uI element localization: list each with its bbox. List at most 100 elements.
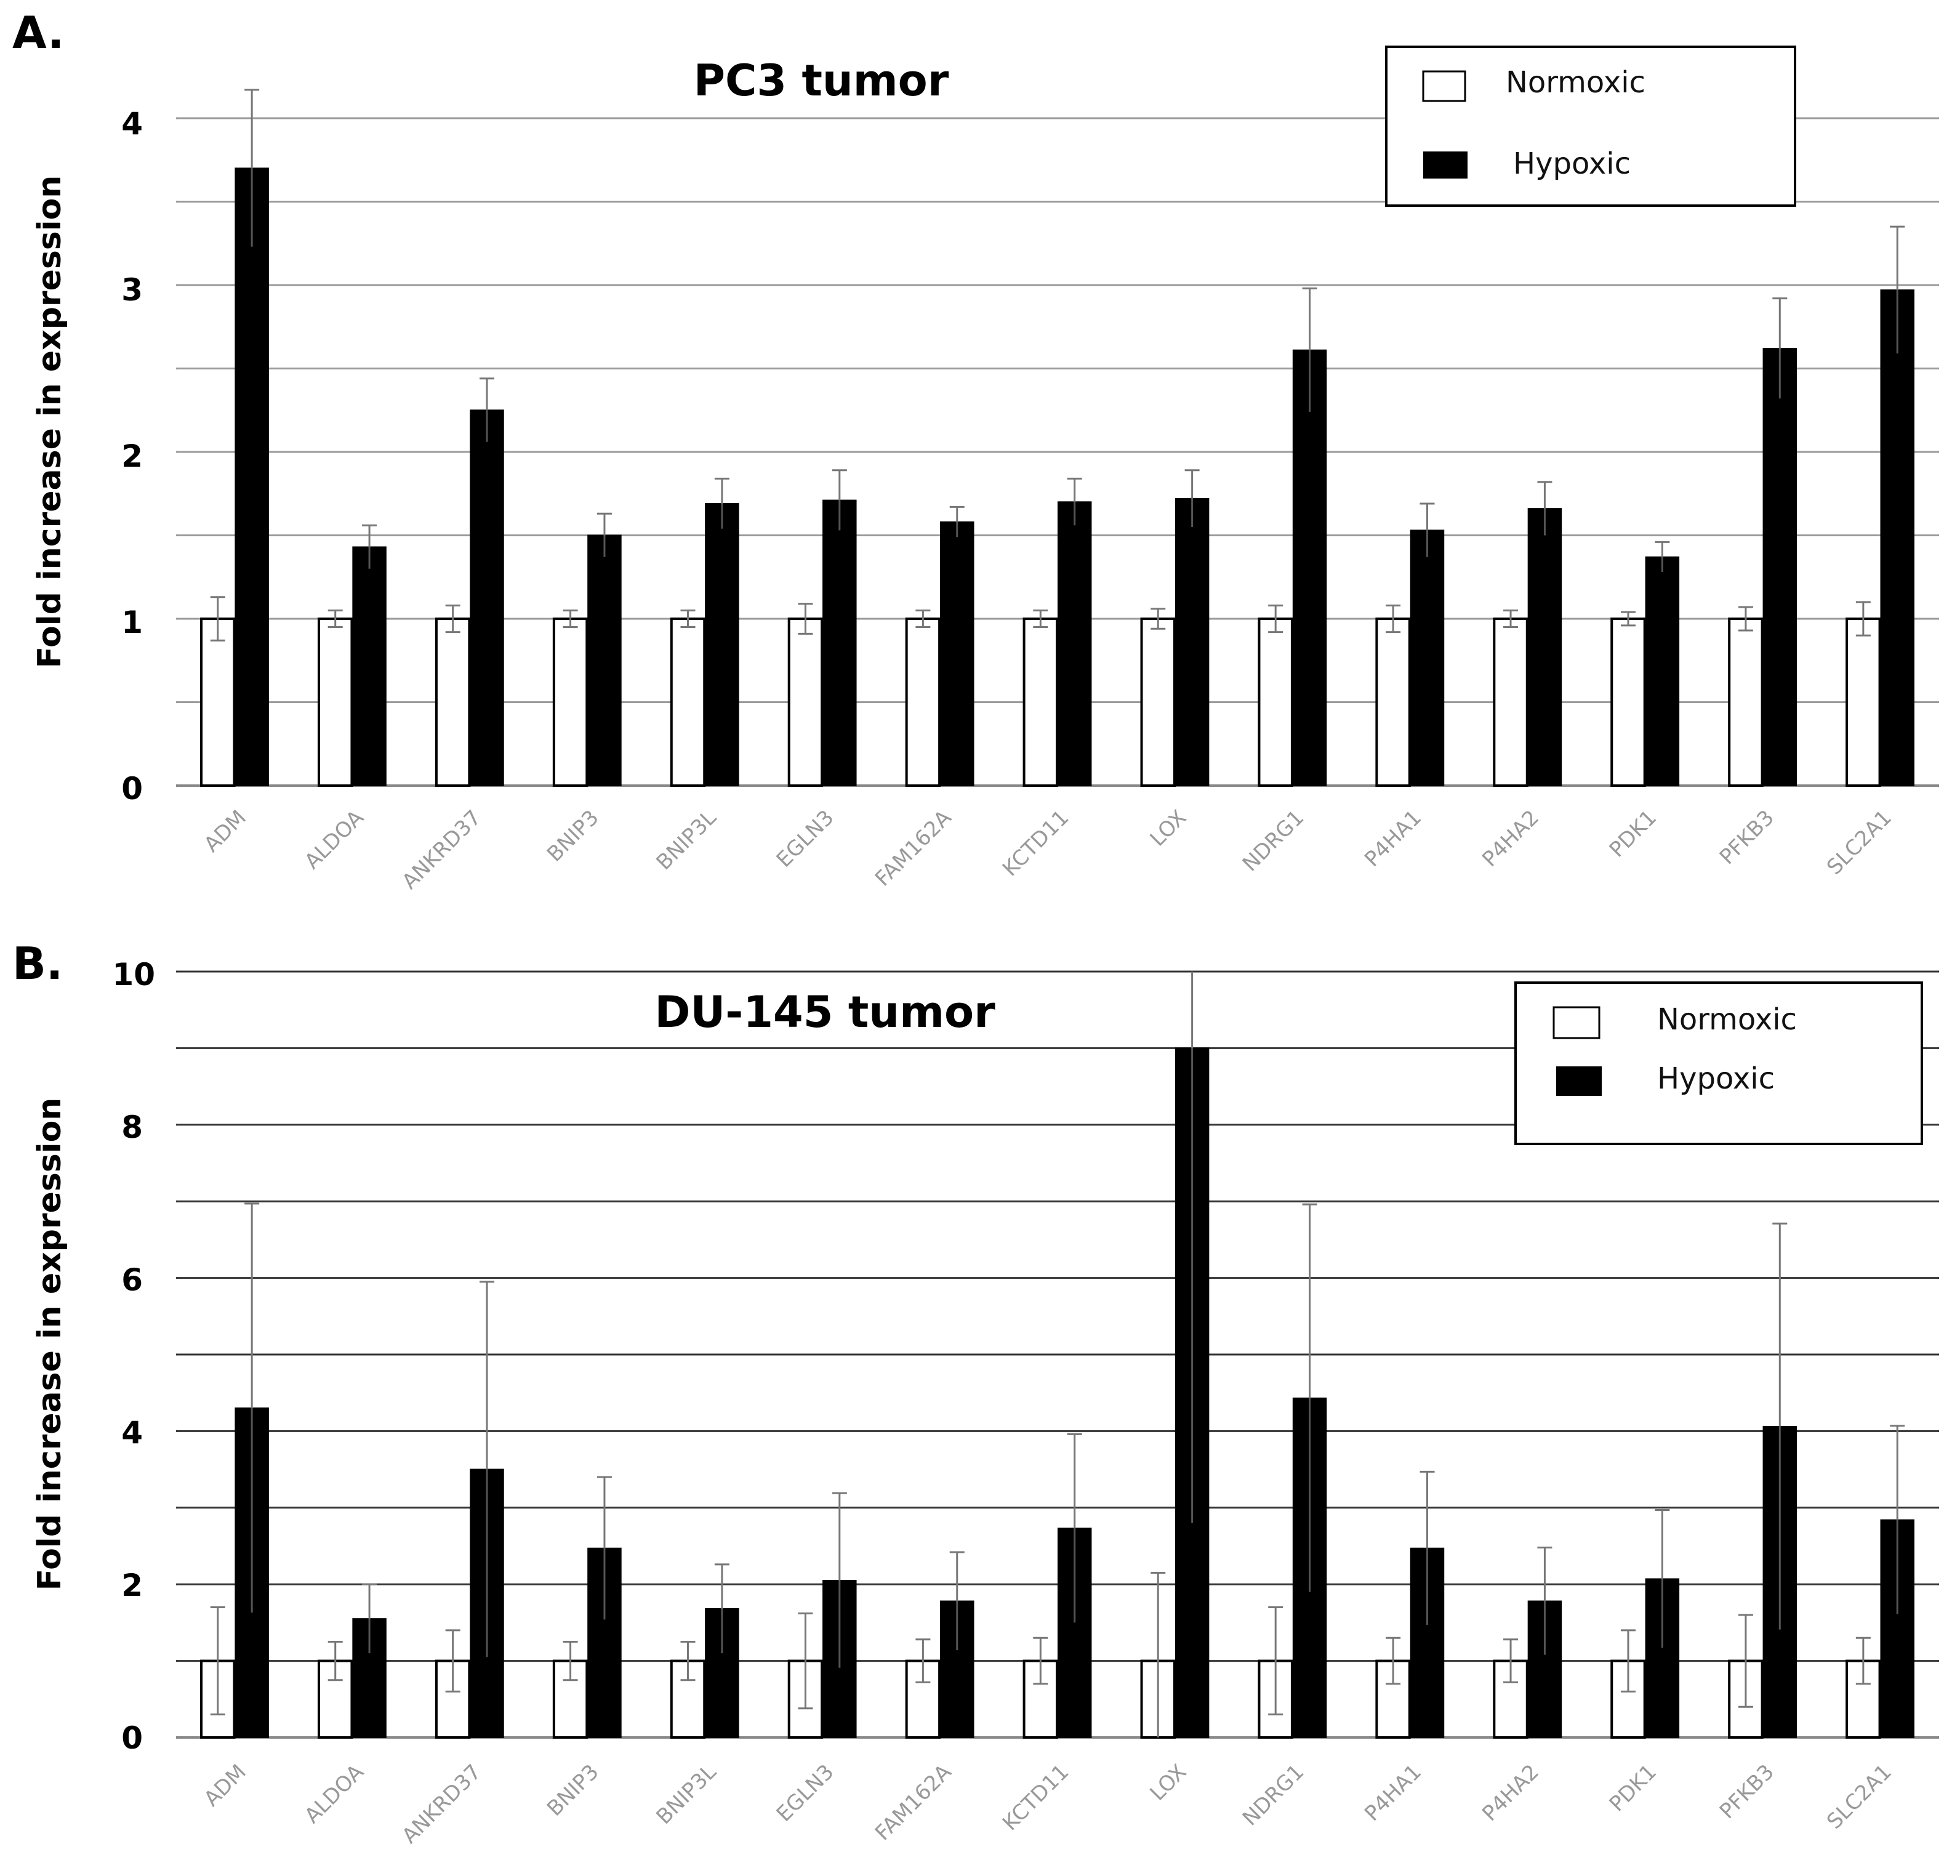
- error-bar-hypoxic-bnip3l: [714, 1563, 729, 1654]
- bar-hypoxic-bnip3: [587, 534, 622, 786]
- error-bar-hypoxic-adm: [244, 89, 260, 247]
- error-bar-hypoxic-fam162a: [949, 1551, 965, 1651]
- panel-b-x-tick-pdk1: PDK1: [1605, 1760, 1661, 1816]
- error-bar-normoxic-lox: [1151, 1572, 1166, 1737]
- panel-b-x-tick-fam162a: FAM162A: [870, 1760, 956, 1845]
- error-bar-hypoxic-slc2a1: [1890, 1425, 1905, 1614]
- panel-a-y-tick-0: 0: [121, 771, 143, 807]
- bar-normoxic-bnip3: [552, 618, 588, 787]
- error-bar-hypoxic-slc2a1: [1890, 225, 1905, 354]
- panel-b-y-tick-2: 4: [121, 1415, 143, 1451]
- error-bar-normoxic-p4ha2: [1503, 609, 1519, 629]
- bar-normoxic-p4ha1: [1375, 618, 1411, 787]
- bar-normoxic-adm: [200, 618, 236, 787]
- panel-b-legend-normoxic: Normoxic: [1657, 1002, 1797, 1037]
- panel-b-x-tick-bnip3: BNIP3: [542, 1760, 604, 1821]
- error-bar-normoxic-pdk1: [1620, 611, 1636, 627]
- bar-normoxic-fam162a: [905, 618, 941, 787]
- panel-b-y-tick-1: 2: [121, 1568, 143, 1603]
- panel-b-x-tick-slc2a1: SLC2A1: [1822, 1760, 1897, 1834]
- panel-a-x-tick-adm: ADM: [199, 805, 251, 857]
- error-bar-hypoxic-lox: [1184, 469, 1200, 527]
- error-bar-normoxic-pfkb3: [1738, 1614, 1753, 1708]
- bar-normoxic-slc2a1: [1846, 618, 1881, 787]
- error-bar-normoxic-bnip3: [563, 1641, 578, 1681]
- panel-a-x-tick-ndrg1: NDRG1: [1238, 805, 1309, 876]
- error-bar-normoxic-p4ha1: [1386, 1636, 1401, 1685]
- panel-a-x-tick-p4ha1: P4HA1: [1360, 805, 1426, 872]
- error-bar-normoxic-adm: [210, 1606, 225, 1716]
- bar-hypoxic-bnip3l: [705, 503, 739, 786]
- panel-a-y-tick-1: 1: [121, 605, 143, 640]
- error-bar-normoxic-ndrg1: [1268, 604, 1283, 634]
- panel-a-x-tick-kctd11: KCTD11: [998, 805, 1074, 881]
- error-bar-hypoxic-kctd11: [1067, 477, 1082, 526]
- panel-b-x-tick-egln3: EGLN3: [772, 1760, 839, 1827]
- panel-b-x-tick-p4ha1: P4HA1: [1360, 1760, 1426, 1826]
- error-bar-hypoxic-p4ha1: [1420, 502, 1435, 557]
- error-bar-hypoxic-pdk1: [1655, 1509, 1670, 1648]
- bar-hypoxic-adm: [235, 167, 269, 786]
- panel-a-x-ticks: ADM ALDOA ANKRD37 BNIP3 BNIP3L EGLN3 FAM162A KC…: [199, 805, 1897, 894]
- bar-hypoxic-pdk1: [1645, 556, 1680, 786]
- panel-b-legend-swatch-hypoxic: [1556, 1066, 1602, 1096]
- panel-b-y-tick-5: 10: [112, 957, 155, 992]
- error-bar-normoxic-aldoa: [327, 1641, 343, 1681]
- panel-b-bars: [200, 972, 1914, 1739]
- bar-hypoxic-aldoa: [352, 546, 387, 786]
- panel-a-x-tick-pfkb3: PFKB3: [1715, 805, 1779, 869]
- panel-a-legend-hypoxic: Hypoxic: [1513, 147, 1631, 181]
- panel-a: A. PC3 tumor Fold increase in expression…: [12, 7, 1939, 894]
- panel-a-x-tick-pdk1: PDK1: [1605, 805, 1661, 862]
- panel-b-x-tick-pfkb3: PFKB3: [1715, 1760, 1779, 1824]
- error-bar-normoxic-egln3: [798, 603, 813, 635]
- panel-b-x-tick-adm: ADM: [199, 1760, 251, 1811]
- error-bar-normoxic-bnip3l: [680, 1641, 696, 1681]
- bar-hypoxic-p4ha2: [1527, 508, 1562, 786]
- error-bar-hypoxic-bnip3: [596, 1476, 612, 1620]
- error-bar-normoxic-aldoa: [327, 609, 343, 629]
- bar-normoxic-bnip3l: [670, 618, 706, 787]
- error-bar-hypoxic-pdk1: [1655, 541, 1670, 573]
- panel-a-letter: A.: [12, 7, 64, 58]
- panel-b-y-ticks: 0 2 4 6 8 10: [112, 957, 155, 1756]
- bar-hypoxic-p4ha1: [1410, 529, 1445, 786]
- error-bar-normoxic-bnip3: [563, 609, 578, 629]
- panel-a-x-tick-bnip3: BNIP3: [542, 805, 604, 867]
- panel-a-x-tick-p4ha2: P4HA2: [1477, 805, 1544, 872]
- panel-a-title: PC3 tumor: [694, 55, 949, 106]
- error-bar-hypoxic-p4ha2: [1537, 1546, 1552, 1655]
- bar-hypoxic-slc2a1: [1880, 289, 1914, 786]
- bar-hypoxic-fam162a: [940, 521, 974, 786]
- error-bar-hypoxic-bnip3l: [714, 477, 729, 529]
- error-bar-normoxic-lox: [1151, 608, 1166, 630]
- panel-b-x-tick-ndrg1: NDRG1: [1238, 1760, 1309, 1830]
- panel-b-y-tick-0: 0: [121, 1720, 143, 1756]
- bar-hypoxic-egln3: [822, 499, 857, 787]
- panel-b-x-tick-p4ha2: P4HA2: [1477, 1760, 1544, 1826]
- error-bar-normoxic-ankrd37: [445, 1629, 460, 1693]
- bar-hypoxic-pfkb3: [1762, 347, 1797, 786]
- error-bar-hypoxic-ndrg1: [1302, 287, 1317, 412]
- panel-a-x-tick-lox: LOX: [1146, 805, 1192, 851]
- bar-hypoxic-ndrg1: [1292, 349, 1327, 786]
- error-bar-normoxic-slc2a1: [1855, 1636, 1871, 1685]
- panel-a-legend-swatch-normoxic: [1422, 70, 1466, 102]
- error-bar-normoxic-ankrd37: [445, 604, 460, 634]
- error-bar-normoxic-pfkb3: [1738, 606, 1753, 632]
- error-bar-normoxic-fam162a: [915, 609, 931, 629]
- error-bar-hypoxic-pfkb3: [1772, 1222, 1788, 1630]
- panel-b-letter: B.: [12, 938, 63, 989]
- bar-normoxic-pfkb3: [1728, 618, 1764, 787]
- error-bar-normoxic-p4ha2: [1503, 1638, 1519, 1683]
- panel-a-x-tick-aldoa: ALDOA: [300, 805, 369, 874]
- panel-a-y-tick-3: 3: [121, 272, 143, 308]
- panel-b-x-tick-bnip3l: BNIP3L: [652, 1760, 721, 1829]
- error-bar-hypoxic-ankrd37: [480, 377, 495, 442]
- panel-b: B. DU-145 tumor Fold increase in express…: [12, 938, 1939, 1848]
- error-bar-hypoxic-egln3: [832, 469, 847, 531]
- panel-a-x-tick-ankrd37: ANKRD37: [397, 805, 486, 894]
- error-bar-hypoxic-p4ha2: [1537, 481, 1552, 536]
- error-bar-hypoxic-bnip3: [596, 512, 612, 557]
- error-bar-normoxic-kctd11: [1033, 609, 1048, 629]
